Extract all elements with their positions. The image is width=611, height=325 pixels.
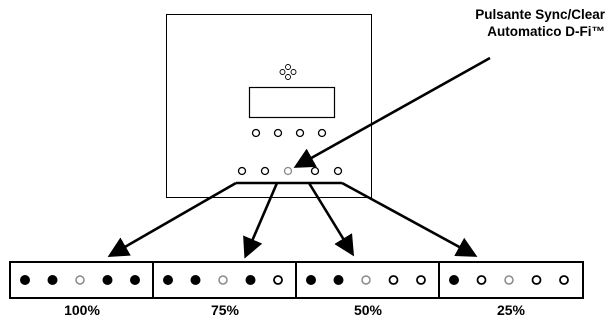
- device-led-4: [310, 166, 320, 176]
- callout-line-1: Pulsante Sync/Clear: [475, 7, 605, 22]
- led-on: [47, 275, 58, 285]
- panel-led-groups: [20, 275, 569, 285]
- arrow-to-75: [243, 182, 279, 259]
- arrow-to-100: [107, 181, 237, 257]
- led-on: [245, 275, 256, 285]
- nav-left-button[interactable]: [279, 69, 286, 75]
- device-display: [248, 86, 336, 119]
- callout-line-2: Automatico D-Fi™: [487, 24, 605, 39]
- device-led-2: [260, 166, 270, 176]
- panel-label-100: 100%: [64, 302, 100, 318]
- led-on: [190, 275, 201, 285]
- state-arrows: [107, 181, 478, 259]
- led-off: [476, 275, 487, 285]
- nav-right-button[interactable]: [290, 69, 297, 75]
- sync-clear-callout: Pulsante Sync/Clear Automatico D-Fi™: [405, 6, 605, 40]
- led-on: [333, 275, 344, 285]
- function-button-4[interactable]: [317, 128, 327, 138]
- function-button-1[interactable]: [251, 128, 261, 138]
- led-on: [163, 275, 173, 285]
- panel-label-75: 75%: [210, 302, 240, 318]
- nav-up-button[interactable]: [285, 64, 291, 70]
- led-off: [388, 275, 399, 285]
- arrow-to-50: [307, 182, 355, 257]
- led-sync-button: [361, 275, 371, 285]
- led-off: [559, 275, 569, 285]
- led-on: [20, 275, 30, 285]
- callout-arrow: [293, 56, 491, 168]
- led-off: [531, 275, 542, 285]
- function-button-3[interactable]: [295, 128, 305, 138]
- function-button-2[interactable]: [273, 128, 283, 138]
- panel-label-50: 50%: [353, 302, 383, 318]
- arrow-to-25: [341, 181, 478, 257]
- led-sync-button: [218, 275, 228, 285]
- led-off: [273, 275, 283, 285]
- panel-label-25: 25%: [496, 302, 526, 318]
- led-on: [102, 275, 113, 285]
- led-on: [449, 275, 459, 285]
- device-led-1: [237, 166, 247, 176]
- nav-down-button[interactable]: [285, 74, 291, 80]
- led-sync-button: [75, 275, 85, 285]
- function-buttons: [251, 128, 327, 138]
- device-led-row: [237, 166, 343, 176]
- sync-clear-button[interactable]: [283, 166, 293, 176]
- device-led-5: [333, 166, 343, 176]
- led-on: [306, 275, 316, 285]
- led-off: [416, 275, 426, 285]
- led-sync-button: [504, 275, 514, 285]
- led-on: [130, 275, 140, 285]
- navigation-button-cluster: [279, 64, 297, 80]
